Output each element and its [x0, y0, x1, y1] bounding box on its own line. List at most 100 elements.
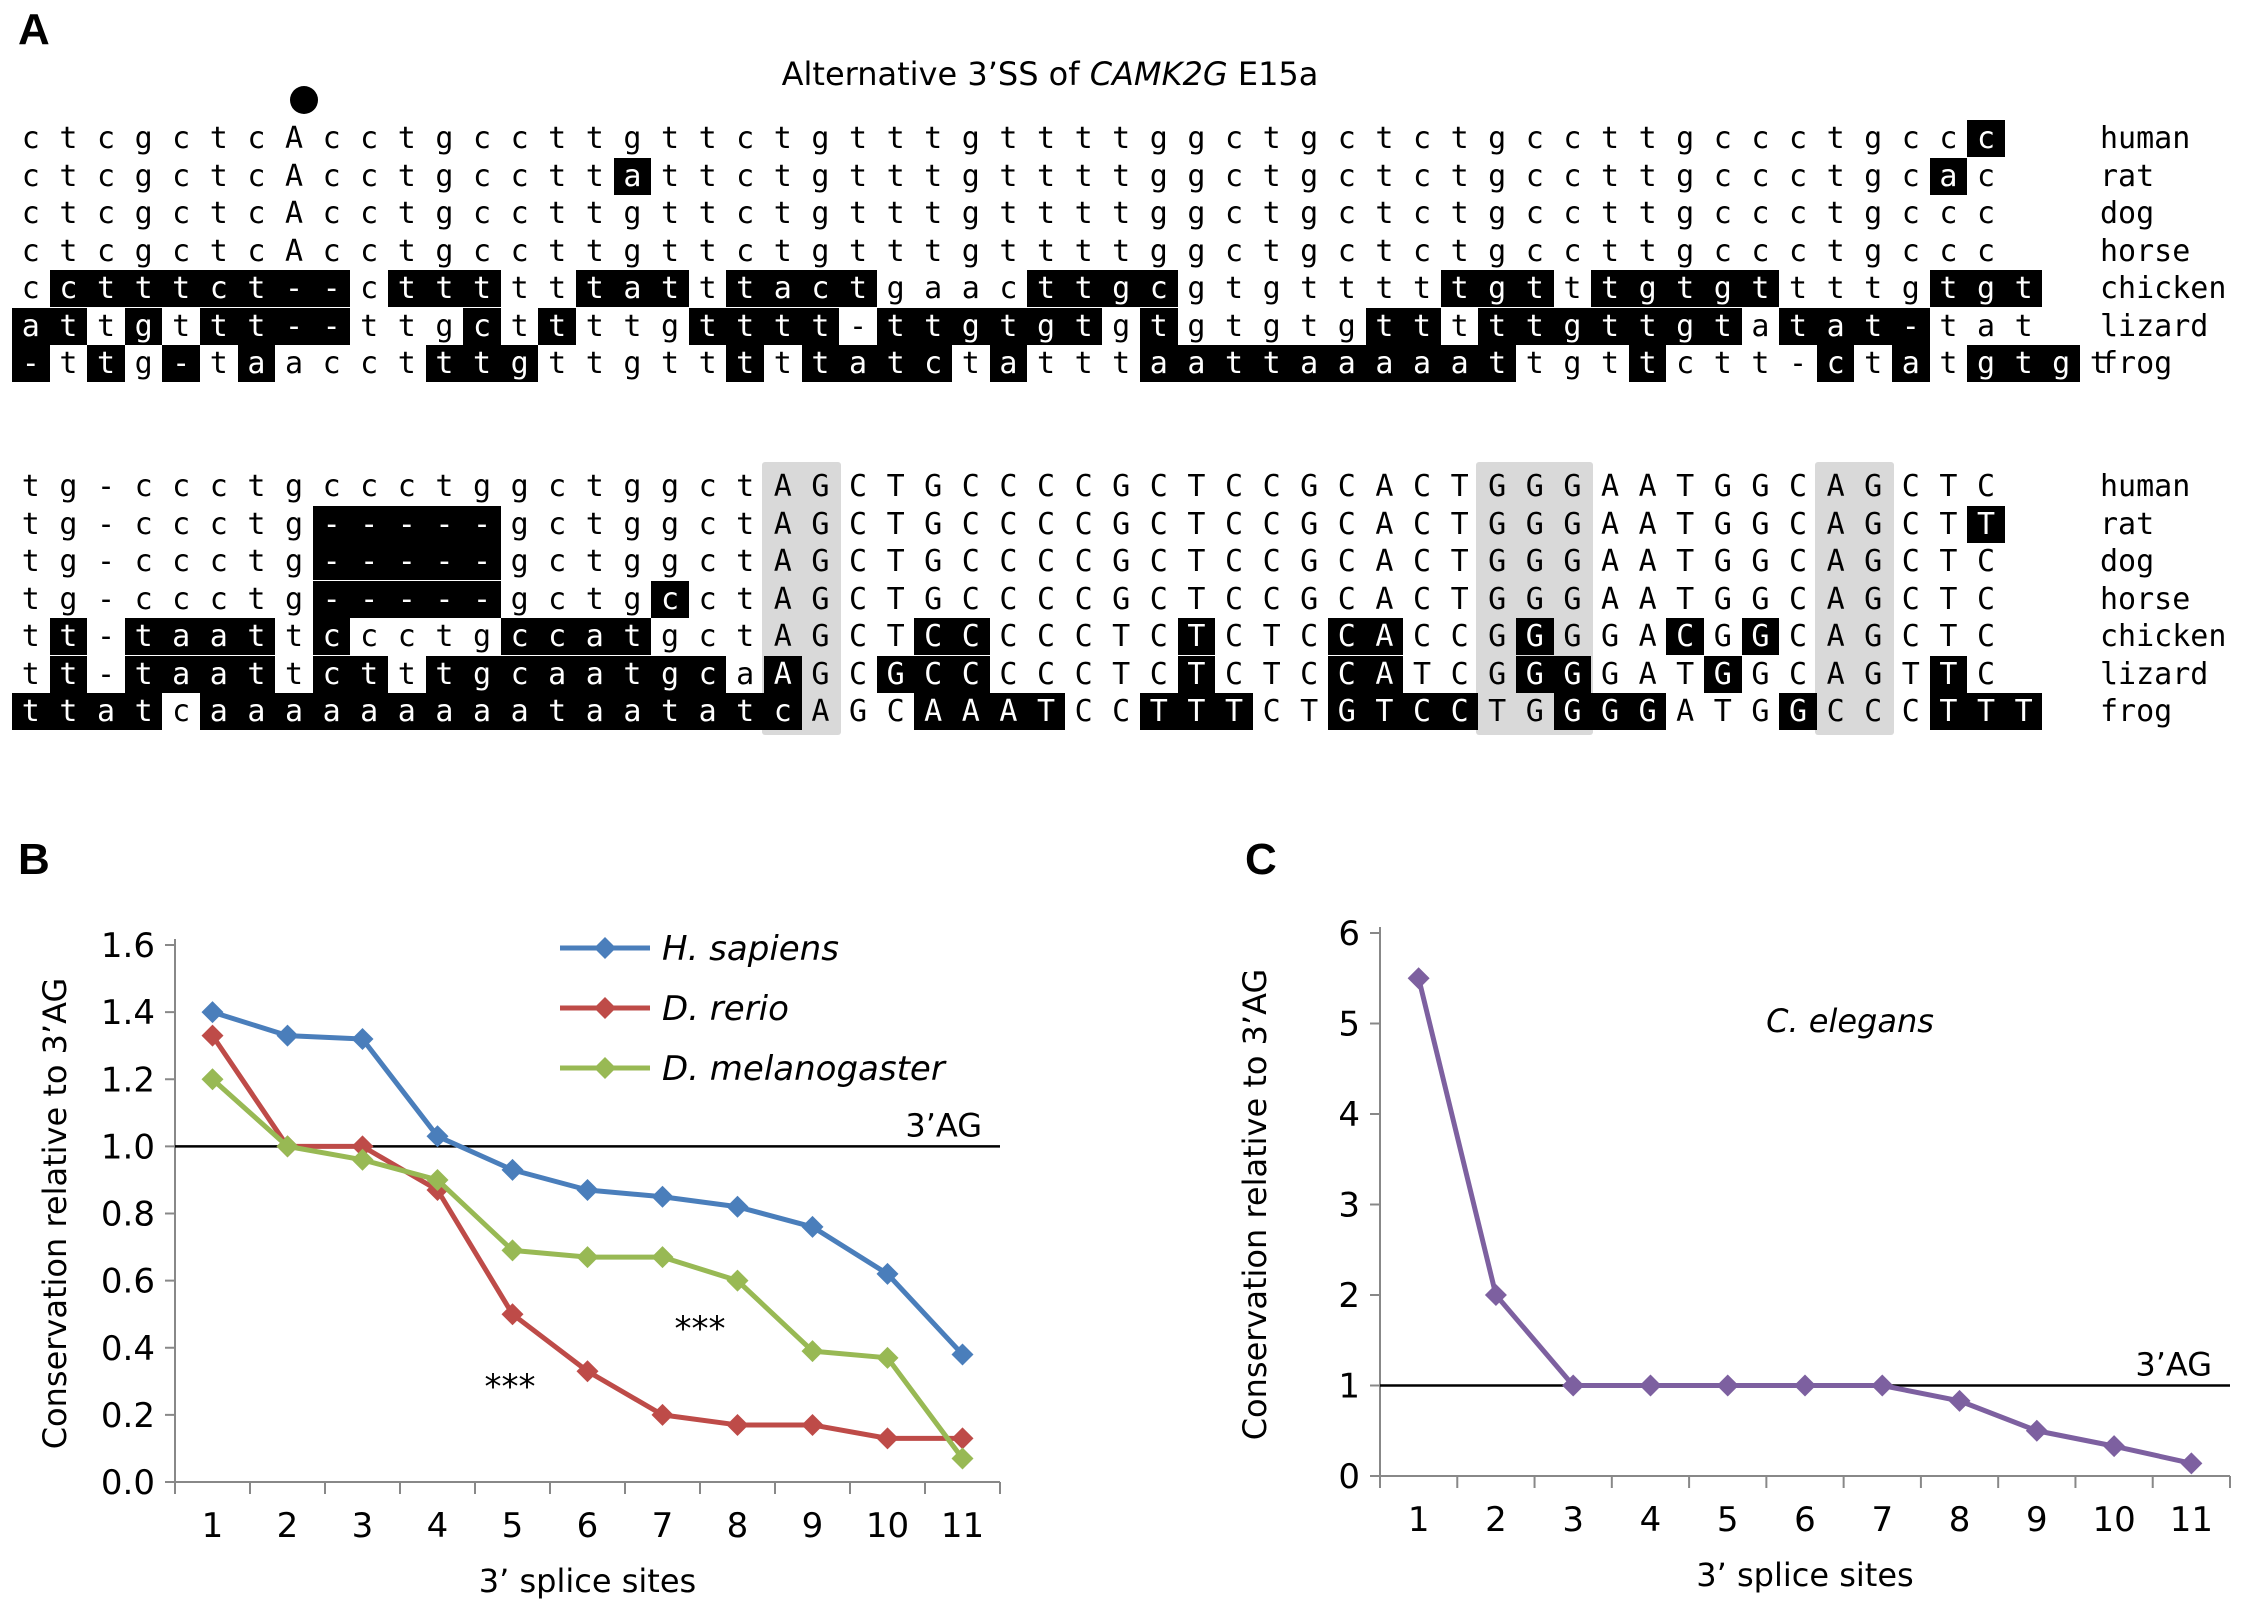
nucleotide: c — [548, 544, 567, 579]
nucleotide: t — [510, 308, 529, 344]
data-point — [276, 1135, 299, 1158]
nucleotide: G — [924, 506, 943, 542]
nucleotide: C — [1074, 694, 1093, 729]
nucleotide: t — [2004, 345, 2043, 382]
nucleotide: A — [773, 619, 792, 654]
nucleotide: G — [1563, 506, 1582, 542]
nucleotide: t — [1450, 308, 1469, 344]
nucleotide: t — [1704, 307, 1742, 345]
nucleotide: A — [1375, 506, 1394, 542]
nucleotide: T — [1676, 581, 1695, 617]
nucleotide: t — [623, 308, 642, 344]
nucleotide: A — [1638, 506, 1657, 542]
nucleotide: t — [209, 121, 228, 156]
data-point — [2025, 1419, 2048, 1442]
nucleotide: G — [1600, 656, 1620, 692]
nucleotide: t — [726, 693, 764, 730]
nucleotide: - — [350, 543, 388, 580]
nucleotide: c — [510, 233, 529, 269]
nucleotide: g — [961, 233, 980, 269]
nucleotide: t — [1036, 196, 1056, 231]
nucleotide: t — [1450, 196, 1469, 231]
nucleotide: g — [1187, 308, 1206, 344]
nucleotide: g — [623, 196, 642, 231]
nucleotide: c — [1224, 158, 1244, 194]
nucleotide: a — [162, 618, 200, 655]
nucleotide: c — [1901, 233, 1920, 269]
nucleotide: a — [200, 618, 238, 655]
nucleotide: a — [350, 693, 388, 730]
nucleotide: t — [1939, 346, 1958, 381]
nucleotide: G — [1300, 581, 1319, 617]
nucleotide: - — [275, 270, 313, 307]
nucleotide: c — [472, 233, 492, 269]
nucleotide: g — [811, 233, 830, 269]
nucleotide: t — [886, 158, 905, 194]
nucleotide: c — [736, 158, 755, 194]
nucleotide: t — [613, 618, 652, 655]
nucleotide: g — [1488, 121, 1507, 156]
nucleotide: g — [623, 581, 642, 617]
nucleotide: t — [1112, 346, 1131, 381]
nucleotide: c — [172, 506, 191, 542]
nucleotide: G — [1751, 581, 1770, 617]
nucleotide: g — [59, 544, 78, 579]
nucleotide: t — [585, 506, 604, 542]
nucleotide: g — [1187, 233, 1206, 269]
nucleotide: t — [435, 619, 454, 654]
nucleotide: C — [914, 655, 952, 693]
nucleotide: t — [1074, 196, 1093, 231]
y-tick-label: 1.2 — [101, 1060, 155, 1100]
nucleotide: c — [134, 544, 153, 579]
nucleotide: A — [1365, 618, 1404, 655]
nucleotide: t — [397, 196, 416, 231]
nucleotide: g — [961, 121, 980, 156]
nucleotide: t — [773, 346, 792, 381]
x-tick-label: 11 — [2170, 1500, 2213, 1540]
nucleotide: c — [1751, 121, 1770, 156]
nucleotide: t — [200, 307, 238, 345]
nucleotide: g — [1027, 307, 1065, 345]
nucleotide: t — [660, 196, 680, 231]
data-point — [651, 1403, 674, 1426]
nucleotide: t — [247, 469, 266, 504]
nucleotide: t — [961, 346, 980, 381]
y-tick-label: 1.0 — [101, 1127, 155, 1167]
nucleotide: t — [1591, 307, 1629, 345]
nucleotide: T — [1450, 544, 1469, 579]
species-label: human — [2100, 121, 2191, 156]
nucleotide: G — [1751, 469, 1770, 504]
nucleotide: T — [1177, 618, 1216, 655]
nucleotide: C — [1412, 581, 1432, 617]
nucleotide: a — [1976, 308, 1996, 344]
nucleotide: t — [209, 233, 228, 269]
nucleotide: g — [134, 121, 153, 156]
nucleotide: c — [322, 121, 341, 156]
nucleotide: g — [435, 158, 454, 194]
nucleotide: a — [924, 271, 943, 306]
nucleotide: c — [360, 196, 379, 231]
nucleotide: c — [1901, 121, 1920, 156]
nucleotide: c — [1788, 121, 1808, 156]
nucleotide: C — [1976, 656, 1996, 692]
nucleotide: c — [1337, 121, 1356, 156]
species-label: chicken — [2100, 619, 2227, 654]
nucleotide: G — [1516, 618, 1554, 655]
nucleotide: c — [1939, 233, 1958, 269]
data-point — [651, 1246, 674, 1269]
nucleotide: t — [999, 121, 1018, 156]
nucleotide: g — [1864, 158, 1883, 194]
nucleotide: c — [134, 506, 153, 542]
data-point — [501, 1239, 524, 1262]
nucleotide: t — [698, 196, 717, 231]
nucleotide: C — [961, 469, 980, 504]
x-tick-label: 9 — [2026, 1500, 2048, 1540]
nucleotide: C — [961, 581, 980, 617]
nucleotide: T — [1967, 693, 2005, 730]
nucleotide: t — [1478, 307, 1516, 345]
nucleotide: c — [49, 270, 88, 307]
x-tick-label: 3 — [1562, 1500, 1584, 1540]
nucleotide: C — [1901, 619, 1920, 654]
nucleotide: a — [1365, 345, 1404, 382]
nucleotide: t — [124, 655, 163, 693]
